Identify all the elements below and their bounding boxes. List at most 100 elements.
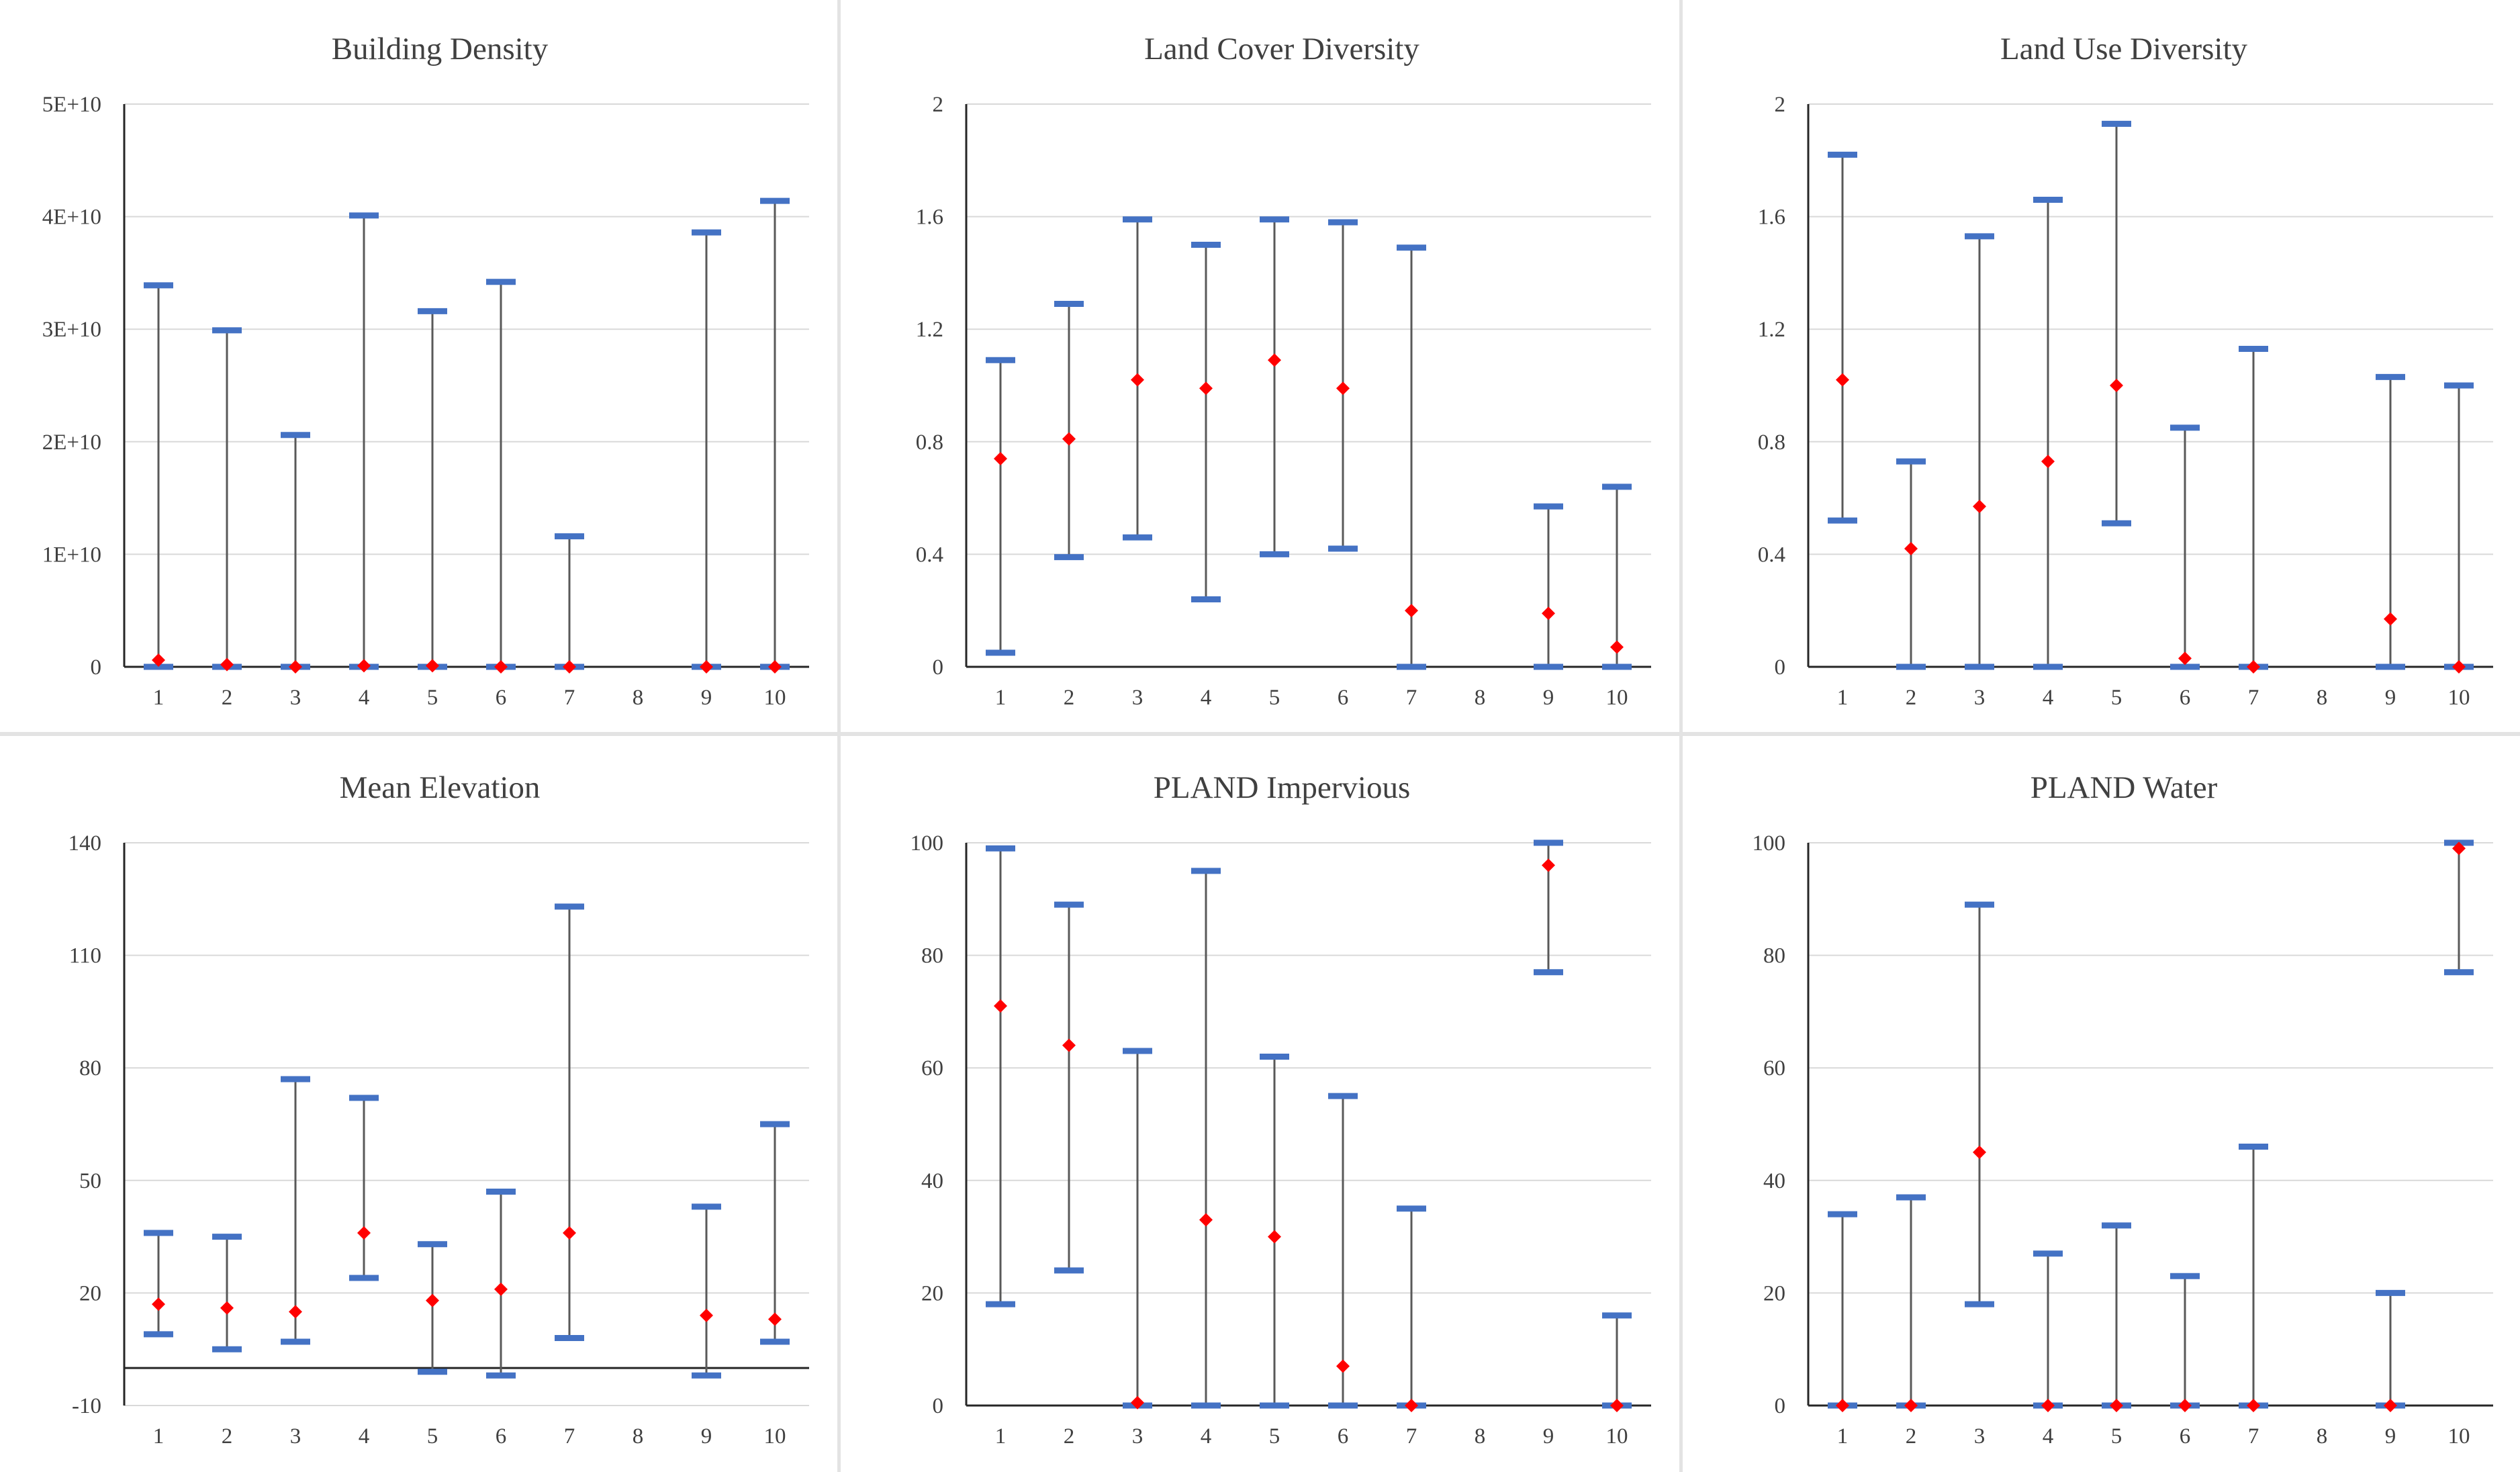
x-tick-label: 7: [2248, 1424, 2259, 1448]
mean-marker: [1268, 353, 1281, 367]
chart-title: Land Use Diversity: [2000, 32, 2248, 66]
mean-marker: [1199, 381, 1213, 396]
mean-marker: [1336, 1359, 1350, 1373]
x-tick-label: 1: [995, 1424, 1007, 1448]
mean-marker: [1405, 604, 1418, 618]
x-tick-label: 1: [153, 1424, 165, 1448]
x-tick-label: 9: [701, 686, 712, 710]
x-tick-label: 7: [564, 686, 575, 710]
mean-marker: [1836, 373, 1849, 387]
x-tick-label: 5: [2111, 686, 2122, 710]
x-tick-label: 5: [1269, 686, 1280, 710]
x-tick-label: 9: [2385, 1424, 2396, 1448]
y-tick-label: 0: [1775, 1394, 1786, 1418]
x-tick-label: 8: [633, 686, 644, 710]
x-tick-label: 2: [1064, 1424, 1075, 1448]
x-tick-label: 10: [2448, 686, 2470, 710]
panel-land-cover-diversity: Land Cover Diversity 0 0.4 0.8 1.2 1.6 2 1 2 3 4 5 6…: [842, 0, 1678, 731]
y-tick-label: 1.2: [1758, 318, 1785, 342]
mean-marker: [494, 660, 508, 674]
y-tick-label: 50: [79, 1169, 101, 1193]
chart-title: Building Density: [332, 32, 549, 66]
x-tick-label: 5: [427, 686, 438, 710]
mean-marker: [289, 1305, 302, 1319]
vertical-divider: [837, 0, 841, 1472]
x-tick-label: 3: [1132, 686, 1144, 710]
chart-title: Land Cover Diversity: [1144, 32, 1419, 66]
mean-marker: [357, 1226, 371, 1240]
mean-marker: [357, 659, 371, 673]
mean-marker: [1062, 1038, 1076, 1052]
mean-marker: [2452, 841, 2466, 856]
mean-marker: [1973, 500, 1986, 514]
y-tick-label: 40: [1763, 1169, 1785, 1193]
mean-marker: [2247, 660, 2260, 674]
y-tick-label: 1E+10: [42, 543, 101, 567]
panel-pland-water: PLAND Water 0 20 40 60 80 100 1 2 3 4 5 6 7 8 9 10: [1684, 739, 2520, 1469]
x-tick-label: 7: [2248, 686, 2259, 710]
y-tick-label: -10: [72, 1394, 101, 1418]
mean-marker: [1062, 432, 1076, 446]
y-tick-label: 60: [921, 1056, 943, 1080]
horizontal-divider: [0, 732, 2520, 736]
y-tick-label: 5E+10: [42, 93, 101, 117]
y-tick-label: 3E+10: [42, 318, 101, 342]
x-tick-label: 2: [222, 686, 233, 710]
x-tick-label: 10: [1606, 1424, 1628, 1448]
chart-svg: PLAND Water 0 20 40 60 80 100 1 2 3 4 5 6 7 8 9 10: [1753, 770, 2493, 1448]
chart-svg: PLAND Impervious 0 20 40 60 80 100 1 2 3 4 5 6 7 8 9 10: [911, 770, 1651, 1448]
x-tick-label: 7: [1406, 1424, 1417, 1448]
mean-marker: [1268, 1230, 1281, 1244]
y-tick-label: 0.8: [1758, 430, 1785, 455]
x-tick-label: 8: [633, 1424, 644, 1448]
x-tick-label: 9: [2385, 686, 2396, 710]
y-tick-label: 80: [1763, 944, 1785, 968]
x-tick-label: 6: [1338, 1424, 1349, 1448]
mean-marker: [2384, 1399, 2397, 1412]
mean-marker: [2178, 1399, 2192, 1412]
x-tick-label: 2: [1906, 686, 1917, 710]
x-tick-label: 6: [1338, 686, 1349, 710]
y-tick-label: 110: [69, 944, 101, 968]
y-tick-label: 140: [68, 831, 102, 856]
mean-marker: [2247, 1399, 2260, 1412]
mean-marker: [1904, 542, 1918, 556]
x-tick-label: 3: [1974, 1424, 1986, 1448]
x-tick-label: 4: [2043, 686, 2054, 710]
x-tick-label: 4: [1201, 1424, 1212, 1448]
mean-marker: [2178, 651, 2192, 665]
x-tick-label: 4: [1201, 686, 1212, 710]
x-tick-label: 9: [701, 1424, 712, 1448]
mean-marker: [289, 660, 302, 674]
mean-marker: [426, 659, 439, 673]
x-tick-label: 4: [359, 1424, 370, 1448]
x-tick-label: 1: [1837, 1424, 1849, 1448]
mean-marker: [1336, 381, 1350, 396]
x-tick-label: 3: [290, 1424, 301, 1448]
mean-marker: [563, 1226, 576, 1240]
chart-svg: Mean Elevation -10 20 50 80 110 140 1 2 3 4 5 6 7 8 9 10: [68, 770, 809, 1448]
mean-marker: [1610, 640, 1624, 654]
chart-svg: Building Density 0 1E+10 2E+10 3E+10 4E+10 5E+…: [42, 32, 809, 710]
mean-marker: [220, 1301, 234, 1315]
x-tick-label: 3: [290, 686, 301, 710]
mean-marker: [1199, 1213, 1213, 1227]
y-tick-label: 2: [1775, 93, 1786, 117]
chart-title: PLAND Impervious: [1154, 770, 1411, 805]
mean-marker: [994, 451, 1007, 465]
x-tick-label: 8: [1475, 686, 1486, 710]
x-tick-label: 4: [2043, 1424, 2054, 1448]
x-tick-label: 3: [1132, 1424, 1144, 1448]
x-tick-label: 8: [1475, 1424, 1486, 1448]
panel-building-density: Building Density 0 1E+10 2E+10 3E+10 4E+10 5E+…: [0, 0, 836, 731]
x-tick-label: 6: [2180, 1424, 2191, 1448]
y-tick-label: 100: [911, 831, 944, 856]
y-tick-label: 0: [1775, 655, 1786, 680]
mean-marker: [1405, 1399, 1418, 1412]
x-tick-label: 4: [359, 686, 370, 710]
vertical-divider: [1679, 0, 1683, 1472]
x-tick-label: 1: [1837, 686, 1849, 710]
x-tick-label: 8: [2317, 686, 2328, 710]
mean-marker: [1973, 1145, 1986, 1159]
x-tick-label: 10: [2448, 1424, 2470, 1448]
